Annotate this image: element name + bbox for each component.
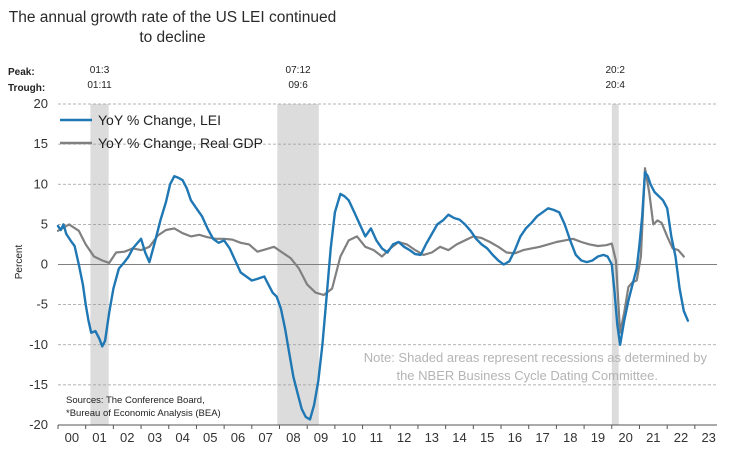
y-tick-label: -5 (36, 297, 48, 312)
y-tick-label: 15 (34, 136, 48, 151)
x-tick-label: 07 (258, 430, 272, 445)
x-tick-label: 14 (452, 430, 466, 445)
gridlines (58, 103, 717, 386)
recession-trough-label-2: 09:6 (288, 80, 308, 91)
y-axis-label: Percent (14, 245, 25, 280)
recession-trough-label-3: 20:4 (606, 80, 626, 91)
legend-label-lei: YoY % Change, LEI (98, 112, 221, 128)
y-tick-label: -15 (29, 377, 48, 392)
axes: 20 15 10 5 0 -5 -10 -15 -20 00 01 02 03 04 05 06 07 08 09 1… (29, 96, 717, 445)
x-tick-label: 10 (342, 430, 356, 445)
recession-note-line-2: the NBER Business Cycle Dating Committee… (396, 368, 658, 383)
x-tick-label: 18 (563, 430, 577, 445)
y-tick-label: 20 (34, 96, 48, 111)
x-tick-label: 15 (480, 430, 494, 445)
recession-note-line-1: Note: Shaded areas represent recessions … (364, 350, 708, 365)
y-tick-label: -10 (29, 337, 48, 352)
recession-peak-label-1: 01:3 (90, 65, 110, 76)
chart-title: The annual growth rate of the US LEI con… (0, 8, 345, 48)
x-tick-label: 20 (618, 430, 632, 445)
recession-trough-label-1: 01:11 (87, 80, 112, 91)
x-tick-label: 21 (646, 430, 660, 445)
series-lines (56, 167, 690, 421)
x-tick-label: 06 (231, 430, 245, 445)
x-tick-label: 19 (591, 430, 605, 445)
y-tick-label: -20 (29, 417, 48, 432)
x-tick-label: 09 (314, 430, 328, 445)
recession-peak-label-2: 07:12 (286, 65, 311, 76)
x-tick-label: 00 (65, 430, 79, 445)
sources-line-2: *Bureau of Economic Analysis (BEA) (66, 408, 221, 419)
x-tick-label: 22 (674, 430, 688, 445)
x-tick-label: 03 (148, 430, 162, 445)
series-line-real-gdp (56, 167, 685, 334)
x-tick-label: 23 (701, 430, 715, 445)
x-tick-label: 16 (508, 430, 522, 445)
x-tick-label: 04 (175, 430, 189, 445)
chart-title-line-1: The annual growth rate of the US LEI con… (8, 9, 337, 26)
sources-line-1: Sources: The Conference Board, (66, 395, 205, 406)
peak-label: Peak: (8, 67, 35, 78)
chart-title-line-2: to decline (139, 29, 206, 46)
x-tick-label: 13 (425, 430, 439, 445)
legend-label-gdp: YoY % Change, Real GDP (98, 135, 263, 151)
x-tick-label: 08 (286, 430, 300, 445)
y-tick-label: 10 (34, 176, 48, 191)
y-tick-label: 0 (41, 257, 48, 272)
recession-peak-label-3: 20:2 (606, 65, 626, 76)
y-tick-label: 5 (41, 216, 48, 231)
trough-label: Trough: (8, 83, 45, 94)
x-tick-label: 01 (92, 430, 106, 445)
x-tick-label: 11 (370, 430, 384, 445)
x-tick-label: 17 (535, 430, 549, 445)
x-tick-label: 05 (203, 430, 217, 445)
legend: YoY % Change, LEI YoY % Change, Real GDP (60, 112, 263, 151)
series-line-lei (56, 170, 690, 421)
x-tick-label: 12 (397, 430, 411, 445)
x-tick-label: 02 (120, 430, 134, 445)
